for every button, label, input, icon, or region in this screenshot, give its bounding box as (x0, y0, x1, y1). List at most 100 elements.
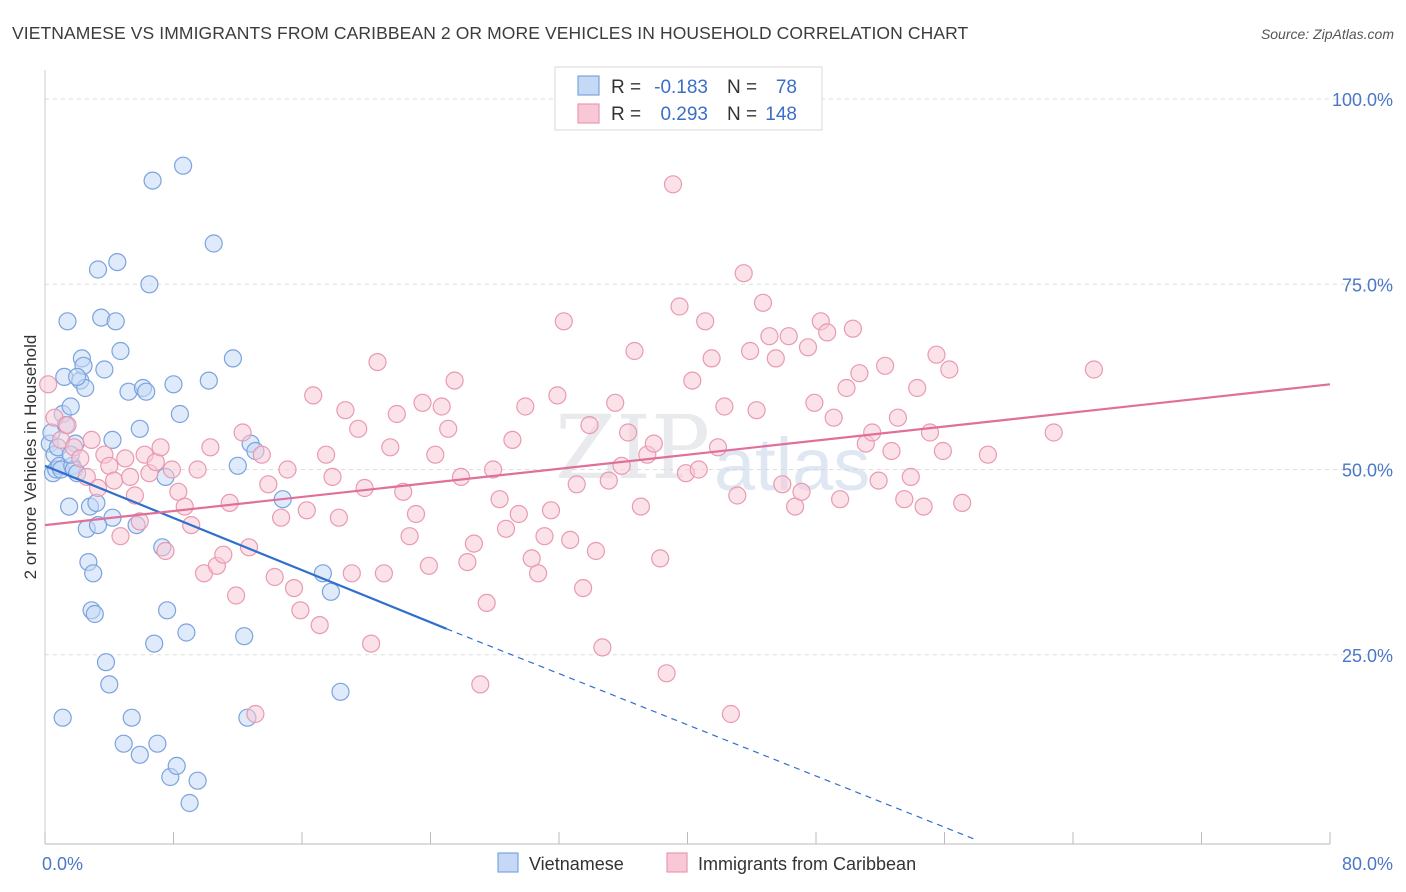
data-point (151, 438, 170, 457)
data-point (85, 604, 104, 624)
data-point (170, 404, 189, 424)
data-point (199, 371, 218, 390)
data-point (1044, 423, 1063, 442)
bottom-legend-caribbean: Immigrants from Caribbean (698, 854, 916, 874)
data-point (368, 353, 387, 372)
data-point (104, 471, 124, 490)
data-point (39, 375, 58, 394)
data-point (297, 501, 316, 520)
data-point (188, 771, 207, 790)
data-point (586, 541, 606, 561)
data-point (940, 360, 959, 379)
data-point (927, 345, 946, 364)
data-point (239, 538, 259, 557)
data-point (484, 460, 503, 479)
data-point (100, 675, 119, 694)
data-point (111, 527, 130, 546)
data-point (148, 734, 167, 753)
legend-swatch-vietnamese (577, 75, 600, 96)
data-point (96, 653, 116, 672)
data-point (122, 708, 141, 727)
data-point (612, 456, 631, 475)
data-point (631, 497, 651, 516)
data-point (702, 349, 721, 368)
data-point (419, 556, 438, 575)
data-point (567, 475, 586, 494)
data-point (933, 441, 953, 461)
data-point (259, 475, 278, 494)
data-point (130, 512, 149, 531)
data-point (284, 578, 304, 598)
data-point (953, 493, 972, 512)
data-point (908, 378, 927, 398)
y-tick-label: 25.0% (1342, 646, 1393, 666)
data-point (235, 627, 254, 646)
data-point (740, 341, 760, 361)
data-point (830, 490, 850, 509)
data-point (167, 756, 186, 776)
data-point (760, 327, 779, 346)
bottom-legend-swatch-caribbean (666, 852, 688, 873)
data-point (111, 341, 130, 361)
data-point (766, 349, 785, 368)
data-point (355, 478, 374, 498)
data-point (1084, 360, 1104, 379)
data-point (580, 416, 599, 435)
x-tick-left: 0.0% (42, 854, 83, 874)
y-tick-label: 50.0% (1342, 461, 1393, 481)
chart-source: Source: ZipAtlas.com (1261, 26, 1394, 42)
stats-legend: R = -0.183 N = 78 R = 0.293 N = 148 (554, 66, 823, 131)
data-point (689, 460, 708, 479)
data-point (323, 467, 342, 486)
data-point (204, 234, 223, 253)
data-point (805, 393, 824, 412)
data-point (71, 449, 90, 468)
data-point (331, 682, 350, 701)
data-point (721, 704, 741, 724)
data-point (490, 490, 509, 509)
data-point (561, 530, 580, 550)
data-point (413, 393, 432, 412)
data-point (177, 623, 196, 642)
data-point (496, 519, 516, 538)
data-point (753, 293, 773, 312)
data-point (156, 541, 175, 561)
y-tick-labels: 100.0% 75.0% 50.0% 25.0% (1332, 90, 1393, 666)
data-point (67, 367, 87, 386)
legend-swatch-caribbean (577, 103, 600, 124)
data-point (158, 601, 177, 620)
data-point (850, 364, 869, 383)
data-point (140, 275, 159, 294)
data-point (310, 615, 329, 635)
data-point (59, 497, 79, 516)
data-point (53, 708, 72, 727)
legend-n-caribbean: 148 (765, 104, 797, 125)
data-point (869, 471, 888, 490)
data-point (180, 793, 199, 813)
data-point (174, 156, 193, 175)
data-point (143, 171, 162, 190)
data-point (541, 501, 561, 520)
data-point (400, 527, 419, 546)
data-point (227, 586, 246, 605)
trend-line-vietnamese (44, 464, 447, 630)
data-point (554, 312, 573, 331)
data-point (162, 460, 181, 479)
data-point (342, 564, 361, 583)
data-point (516, 397, 535, 416)
data-point (477, 593, 496, 613)
data-point (670, 297, 689, 316)
data-point (445, 371, 464, 390)
data-point (291, 601, 310, 620)
data-point (818, 323, 837, 342)
y-tick-label: 75.0% (1342, 275, 1393, 295)
data-point (95, 360, 114, 379)
data-point (58, 312, 77, 331)
data-point (381, 438, 400, 457)
data-point (88, 260, 108, 279)
data-point (792, 482, 811, 501)
data-point (116, 449, 135, 468)
data-point (121, 467, 140, 486)
data-point (272, 508, 291, 527)
data-point (599, 471, 618, 490)
